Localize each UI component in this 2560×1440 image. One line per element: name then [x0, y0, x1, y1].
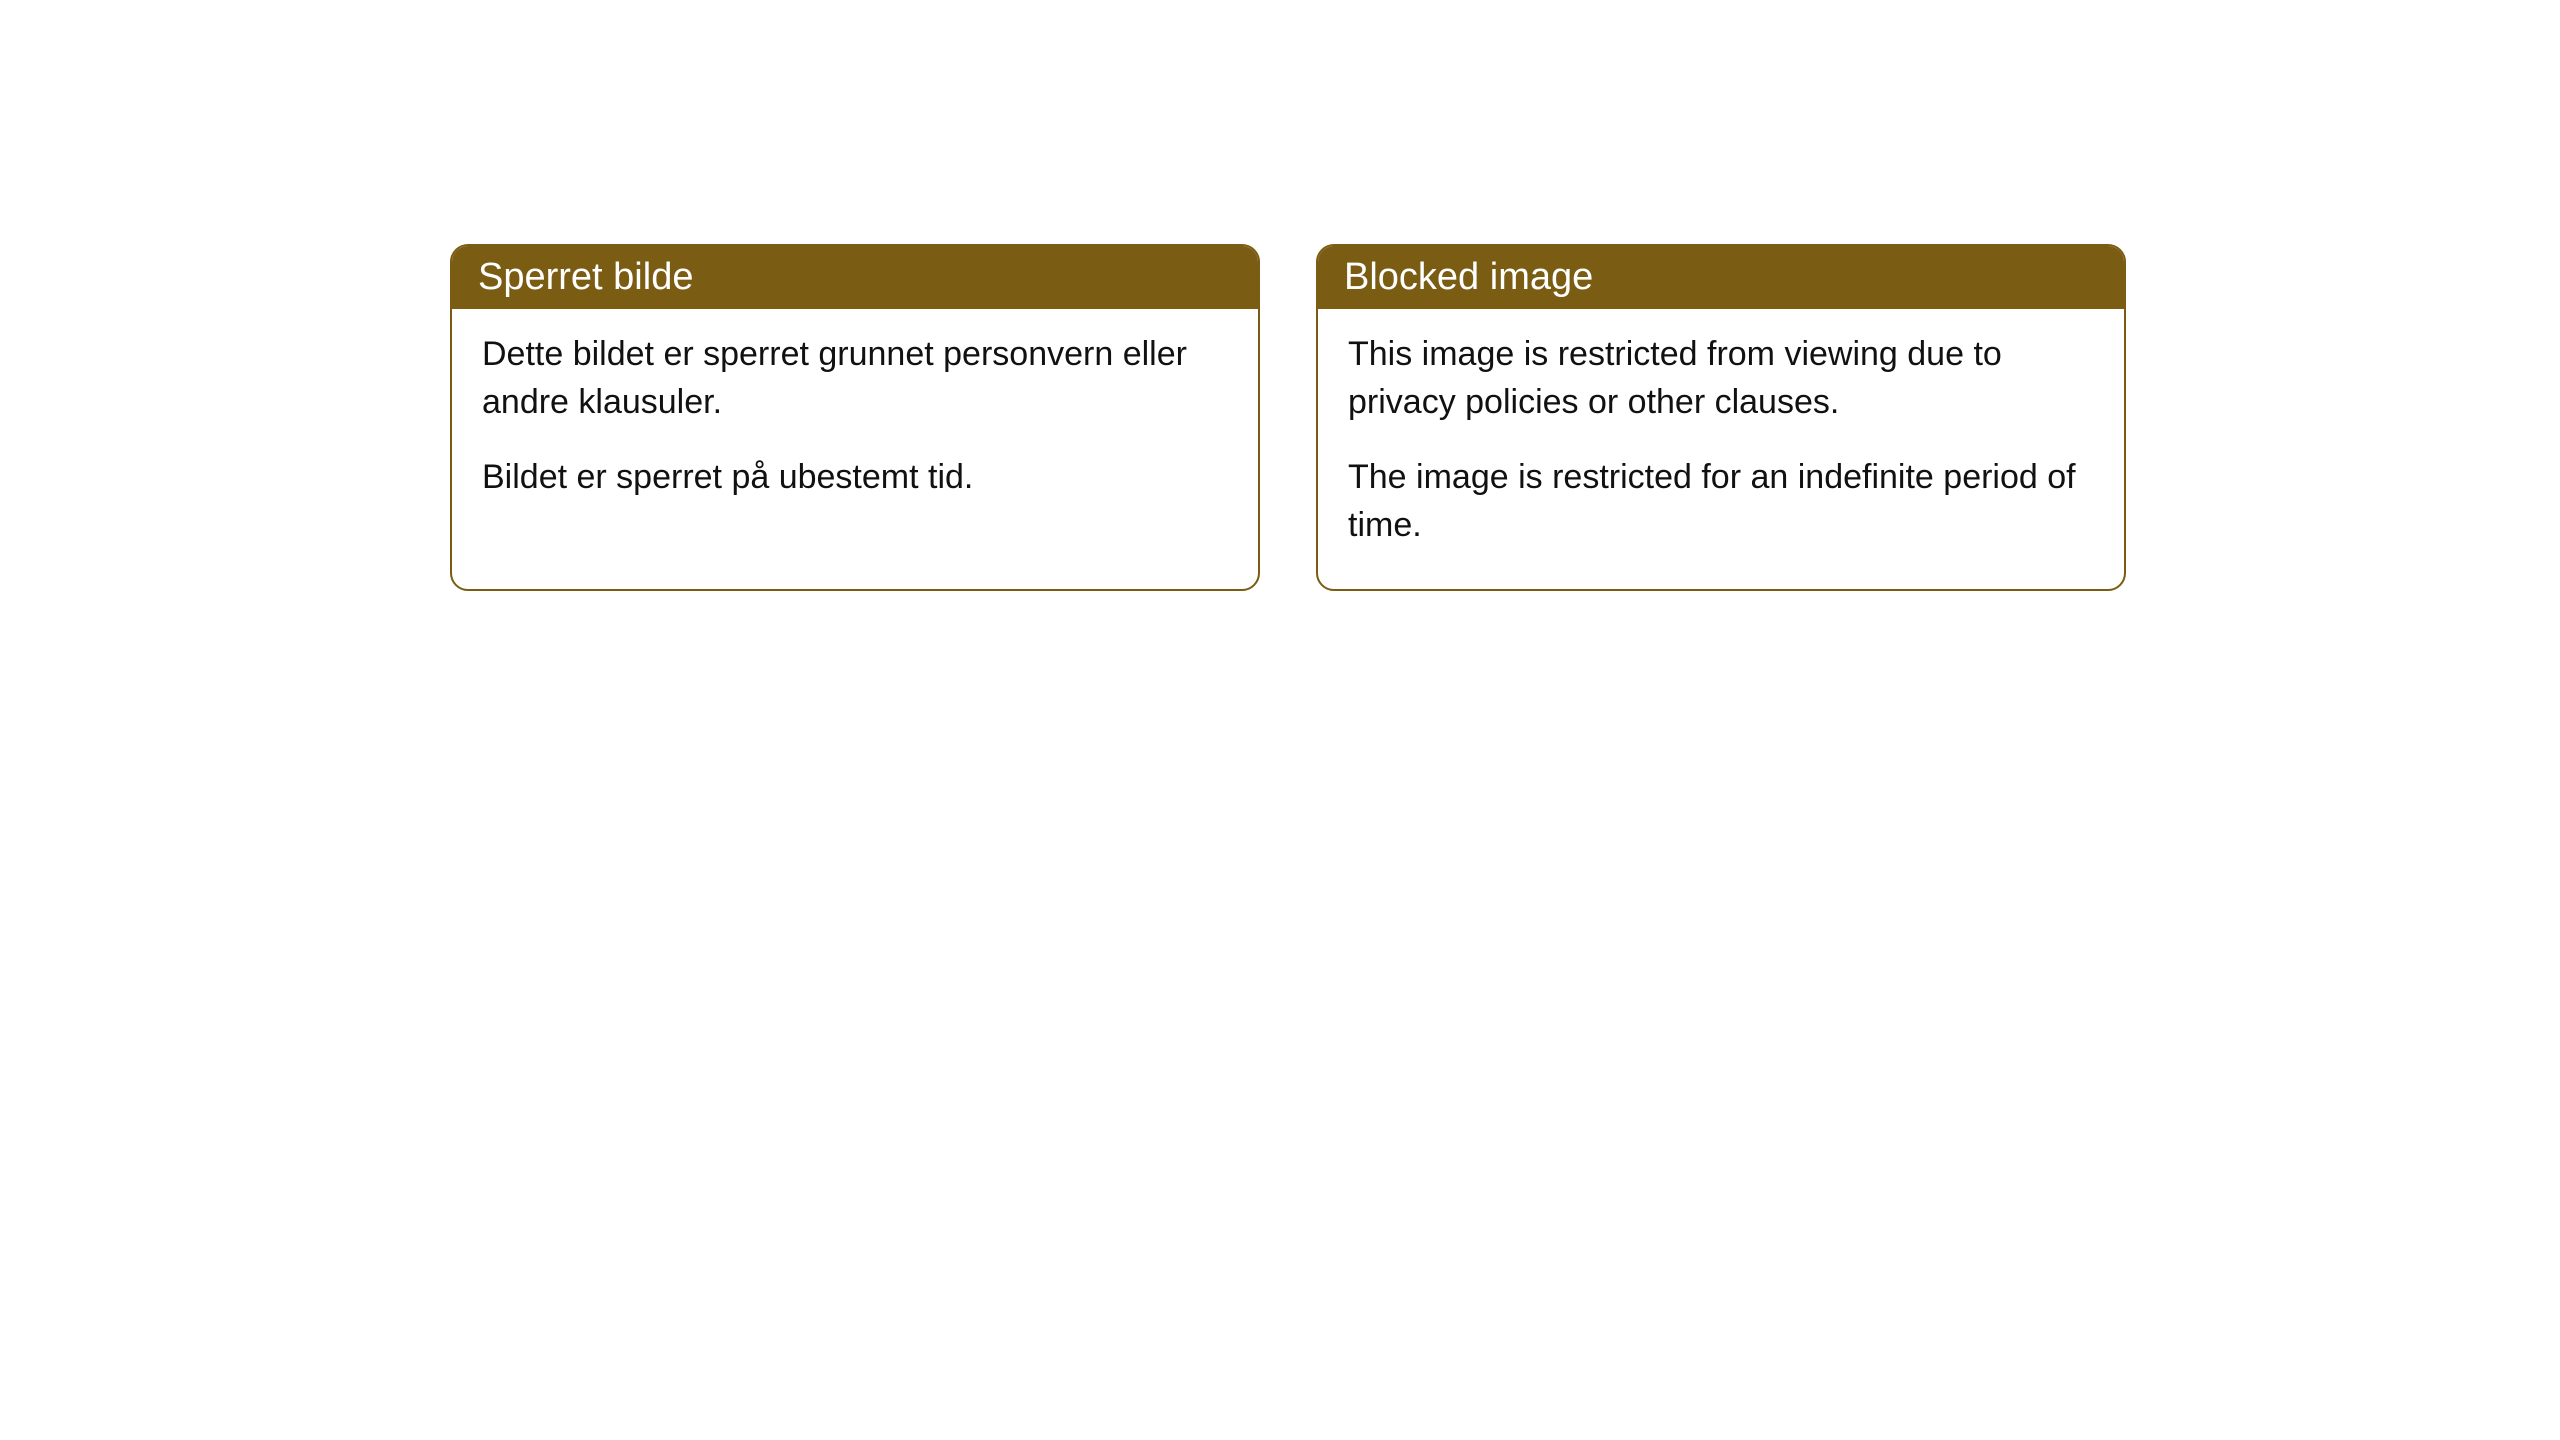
notice-paragraph: The image is restricted for an indefinit…	[1348, 454, 2094, 549]
card-header: Sperret bilde	[452, 246, 1258, 309]
notice-paragraph: Bildet er sperret på ubestemt tid.	[482, 454, 1228, 502]
notice-cards-container: Sperret bilde Dette bildet er sperret gr…	[450, 244, 2126, 591]
notice-paragraph: This image is restricted from viewing du…	[1348, 331, 2094, 426]
notice-card-norwegian: Sperret bilde Dette bildet er sperret gr…	[450, 244, 1260, 591]
notice-card-english: Blocked image This image is restricted f…	[1316, 244, 2126, 591]
card-body: This image is restricted from viewing du…	[1318, 309, 2124, 589]
card-body: Dette bildet er sperret grunnet personve…	[452, 309, 1258, 542]
notice-paragraph: Dette bildet er sperret grunnet personve…	[482, 331, 1228, 426]
card-header: Blocked image	[1318, 246, 2124, 309]
